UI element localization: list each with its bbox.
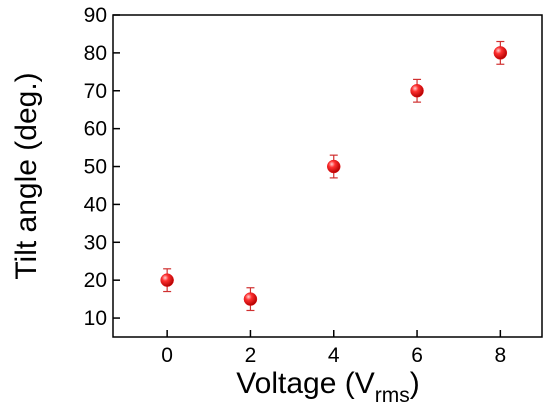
y-tick-label: 90	[84, 4, 107, 27]
y-tick-label: 80	[84, 42, 107, 65]
y-tick-label: 40	[84, 193, 107, 216]
x-tick-label: 6	[411, 344, 423, 367]
y-tick-label: 60	[84, 118, 107, 141]
data-series	[160, 40, 508, 312]
y-tick-label: 10	[84, 307, 107, 330]
x-tick-label: 8	[495, 344, 507, 367]
data-point	[160, 273, 174, 287]
x-tick-label: 0	[161, 344, 173, 367]
x-axis-title: Voltage (Vrms)	[236, 367, 419, 407]
x-axis: 0 2 4 6 8	[161, 330, 506, 367]
y-tick-label: 20	[84, 269, 107, 292]
y-axis-title: Tilt angle (deg.)	[10, 72, 43, 279]
data-point	[243, 292, 258, 306]
x-tick-label: 4	[328, 344, 340, 367]
plot-frame	[112, 14, 543, 338]
y-tick-label: 70	[84, 80, 107, 103]
x-axis-title-close: )	[410, 367, 420, 400]
data-point	[493, 46, 508, 60]
x-tick-label: 2	[245, 344, 257, 367]
data-point	[410, 84, 424, 98]
y-tick-label: 50	[84, 156, 107, 179]
y-axis: 10 20 30 40 50 60 70 80 90	[84, 4, 120, 330]
x-axis-title-main: Voltage (V	[236, 367, 374, 400]
data-point	[326, 159, 341, 174]
y-tick-label: 30	[84, 231, 107, 254]
x-axis-title-subscript: rms	[375, 384, 410, 407]
